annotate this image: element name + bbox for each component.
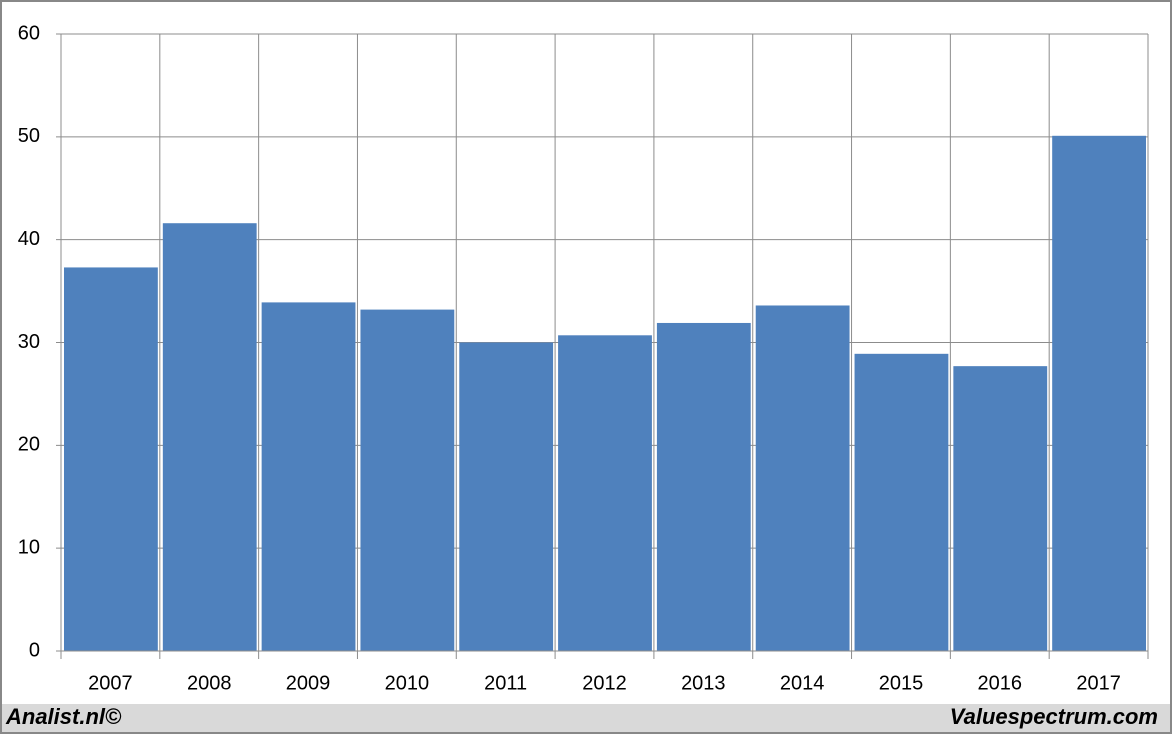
- y-tick-label: 40: [18, 228, 40, 250]
- bar: [261, 302, 356, 651]
- bar: [360, 309, 455, 651]
- footer-band: [2, 704, 1170, 732]
- y-tick-label: 20: [18, 434, 40, 456]
- x-tick-label: 2013: [681, 672, 726, 694]
- x-tick-label: 2008: [187, 672, 232, 694]
- bar: [854, 353, 949, 651]
- y-tick-label: 50: [18, 125, 40, 147]
- y-tick-label: 60: [18, 22, 40, 44]
- bar: [558, 335, 652, 651]
- bar: [459, 342, 554, 651]
- x-tick-label: 2007: [88, 672, 133, 694]
- x-tick-label: 2010: [385, 672, 430, 694]
- x-tick-label: 2009: [286, 672, 331, 694]
- footer-left: Analist.nl©: [5, 704, 122, 729]
- bar: [1052, 135, 1146, 651]
- bar: [64, 267, 158, 651]
- y-tick-label: 0: [29, 639, 40, 661]
- bar: [755, 305, 850, 651]
- x-tick-label: 2014: [780, 672, 825, 694]
- y-tick-label: 10: [18, 536, 40, 558]
- x-tick-label: 2017: [1076, 672, 1121, 694]
- y-tick-label: 30: [18, 331, 40, 353]
- bar: [656, 322, 751, 651]
- x-tick-label: 2015: [879, 672, 924, 694]
- x-tick-label: 2011: [484, 672, 527, 694]
- footer-right: Valuespectrum.com: [950, 704, 1158, 729]
- bar: [162, 223, 257, 652]
- x-tick-label: 2016: [978, 672, 1023, 694]
- x-tick-label: 2012: [582, 672, 627, 694]
- bar: [953, 366, 1048, 651]
